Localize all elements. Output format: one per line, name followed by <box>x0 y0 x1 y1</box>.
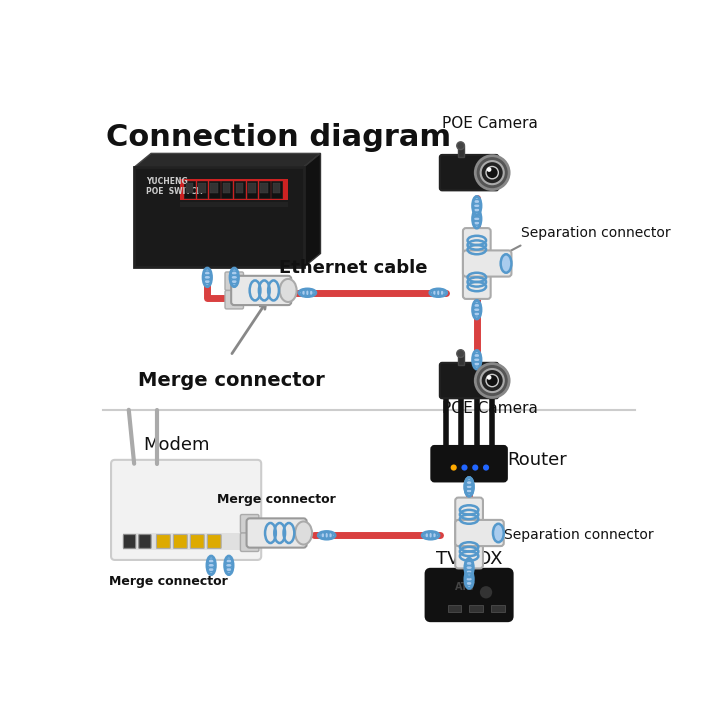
Ellipse shape <box>465 570 473 588</box>
Circle shape <box>462 464 467 471</box>
Ellipse shape <box>207 556 215 575</box>
FancyBboxPatch shape <box>455 498 483 568</box>
Ellipse shape <box>230 268 238 287</box>
Bar <box>197 181 207 198</box>
Bar <box>122 533 250 550</box>
FancyBboxPatch shape <box>123 534 135 549</box>
FancyBboxPatch shape <box>426 570 512 621</box>
FancyBboxPatch shape <box>240 533 259 552</box>
Bar <box>234 181 245 198</box>
Text: Modem: Modem <box>143 436 210 454</box>
Bar <box>248 184 256 193</box>
Ellipse shape <box>472 300 481 319</box>
Ellipse shape <box>500 254 511 273</box>
Circle shape <box>486 374 498 387</box>
Circle shape <box>486 166 498 179</box>
Ellipse shape <box>430 289 447 297</box>
Ellipse shape <box>318 531 335 539</box>
Ellipse shape <box>299 289 316 297</box>
Text: ATV: ATV <box>455 582 476 592</box>
Polygon shape <box>304 153 320 267</box>
FancyBboxPatch shape <box>156 534 171 549</box>
Text: TV BOX: TV BOX <box>436 549 503 567</box>
Bar <box>246 181 257 198</box>
FancyBboxPatch shape <box>455 520 504 546</box>
FancyBboxPatch shape <box>246 518 307 548</box>
Bar <box>184 181 195 198</box>
FancyBboxPatch shape <box>431 446 507 482</box>
Circle shape <box>483 464 489 471</box>
Ellipse shape <box>465 558 473 577</box>
Bar <box>261 184 268 193</box>
FancyBboxPatch shape <box>111 460 261 560</box>
Circle shape <box>456 350 464 357</box>
Circle shape <box>456 142 464 150</box>
Circle shape <box>480 586 492 598</box>
FancyBboxPatch shape <box>174 534 187 549</box>
FancyBboxPatch shape <box>240 515 259 533</box>
Text: Ethernet cable: Ethernet cable <box>279 259 428 277</box>
Bar <box>186 184 194 193</box>
FancyBboxPatch shape <box>139 534 151 549</box>
Bar <box>221 181 232 198</box>
Bar <box>490 605 505 611</box>
Text: Router: Router <box>508 451 567 469</box>
FancyBboxPatch shape <box>190 534 204 549</box>
Bar <box>457 145 464 157</box>
Polygon shape <box>134 153 320 167</box>
Circle shape <box>481 161 504 184</box>
FancyBboxPatch shape <box>440 363 498 398</box>
Bar <box>469 605 483 611</box>
Bar <box>180 179 288 200</box>
Bar <box>457 354 464 365</box>
FancyBboxPatch shape <box>463 251 511 276</box>
Ellipse shape <box>472 197 481 215</box>
Ellipse shape <box>472 351 481 369</box>
FancyBboxPatch shape <box>225 290 243 309</box>
Text: POE Camera: POE Camera <box>442 400 538 415</box>
Ellipse shape <box>295 521 312 544</box>
Ellipse shape <box>465 477 473 496</box>
Text: YUCHENG: YUCHENG <box>145 177 187 186</box>
Text: POE  SWITCH: POE SWITCH <box>145 187 202 196</box>
Ellipse shape <box>225 556 233 575</box>
Bar <box>259 181 270 198</box>
Bar <box>448 605 462 611</box>
Text: Separation connector: Separation connector <box>521 226 671 240</box>
Bar <box>273 184 281 193</box>
FancyBboxPatch shape <box>225 272 243 290</box>
Circle shape <box>472 464 478 471</box>
Bar <box>180 202 288 207</box>
FancyBboxPatch shape <box>231 276 291 305</box>
Circle shape <box>487 375 492 379</box>
Text: Separation connector: Separation connector <box>504 528 653 542</box>
Ellipse shape <box>422 531 439 539</box>
FancyBboxPatch shape <box>463 228 490 299</box>
Bar <box>209 181 220 198</box>
Circle shape <box>451 464 456 471</box>
Circle shape <box>481 369 504 392</box>
Text: Connection diagram: Connection diagram <box>106 123 451 153</box>
FancyBboxPatch shape <box>440 155 498 190</box>
Ellipse shape <box>279 279 297 302</box>
FancyBboxPatch shape <box>134 167 304 267</box>
FancyBboxPatch shape <box>207 534 221 549</box>
Circle shape <box>475 364 509 397</box>
Ellipse shape <box>465 477 473 496</box>
Text: Merge connector: Merge connector <box>109 575 228 588</box>
Text: Merge connector: Merge connector <box>138 372 325 390</box>
Bar <box>210 184 218 193</box>
Ellipse shape <box>493 523 504 542</box>
Ellipse shape <box>472 210 481 228</box>
Bar <box>198 184 206 193</box>
Circle shape <box>475 156 509 189</box>
Text: Merge connector: Merge connector <box>217 493 336 506</box>
Text: POE Camera: POE Camera <box>442 116 538 131</box>
Bar <box>271 181 282 198</box>
Bar <box>235 184 243 193</box>
Ellipse shape <box>203 268 212 287</box>
Bar <box>222 184 230 193</box>
Circle shape <box>487 167 492 172</box>
